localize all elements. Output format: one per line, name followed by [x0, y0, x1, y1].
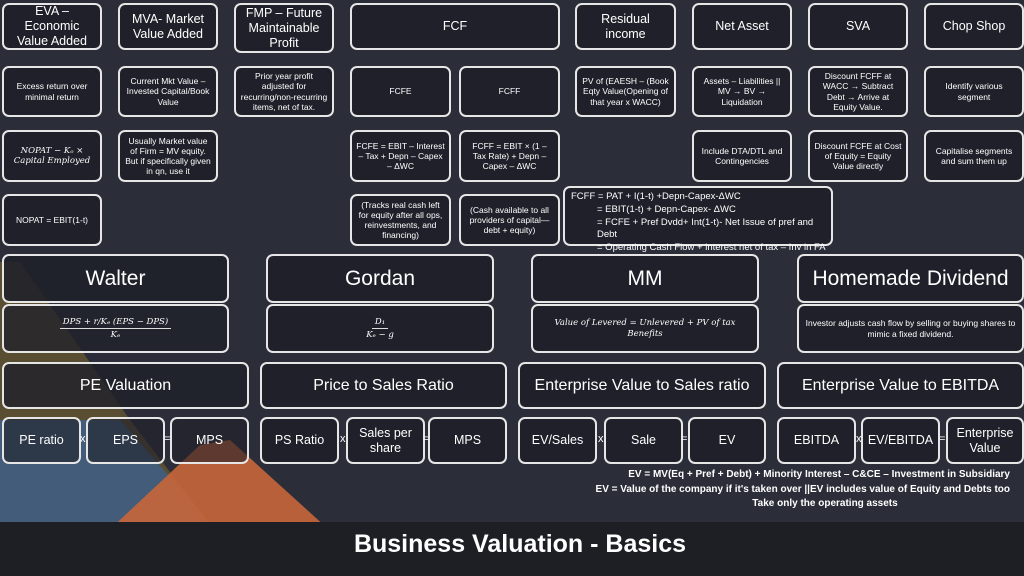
walter-formula: DPS + r/Kₑ (EPS − DPS) Kₑ	[2, 304, 229, 353]
gordan-title: Gordan	[266, 254, 494, 303]
fmp-description: Prior year profit adjusted for recurring…	[234, 66, 334, 117]
times-operator: x	[340, 433, 346, 445]
ev-note: EV = Value of the company if it's taken …	[595, 483, 1010, 495]
eps-term: EPS	[86, 417, 165, 464]
residual-income-description: PV of (EAESH – (Book Eqty Value(Opening …	[575, 66, 676, 117]
ev-sales-term: EV/Sales	[518, 417, 597, 464]
fcfe-label: FCFE	[350, 66, 451, 117]
equals-operator: =	[164, 433, 171, 445]
fcff-line: = Operating Cash Flow + interest net of …	[597, 242, 826, 254]
mva-note: Usually Market value of Firm = MV equity…	[118, 130, 218, 182]
ps-ratio-header: Price to Sales Ratio	[260, 362, 507, 409]
fcf-header: FCF	[350, 3, 560, 50]
mps-term: MPS	[428, 417, 507, 464]
chop-shop-description: Identify various segment	[924, 66, 1024, 117]
pe-valuation-header: PE Valuation	[2, 362, 249, 409]
ev-note: EV = MV(Eq + Pref + Debt) + Minority Int…	[628, 469, 1010, 480]
ev-ebitda-header: Enterprise Value to EBITDA	[777, 362, 1024, 409]
enterprise-value-term: Enterprise Value	[946, 417, 1024, 464]
chop-shop-header: Chop Shop	[924, 3, 1024, 50]
ev-notes: EV = MV(Eq + Pref + Debt) + Minority Int…	[520, 468, 1010, 512]
net-asset-note: Include DTA/DTL and Contingencies	[692, 130, 792, 182]
eva-formula: NOPAT − Kₒ × Capital Employed	[2, 130, 102, 182]
gordan-formula: D₁ Kₑ − g	[266, 304, 494, 353]
sva-description: Discount FCFF at WACC → Subtract Debt → …	[808, 66, 908, 117]
sva-header: SVA	[808, 3, 908, 50]
equals-operator: =	[681, 433, 688, 445]
fcff-label: FCFF	[459, 66, 560, 117]
mps-term: MPS	[170, 417, 249, 464]
walter-numerator: DPS + r/Kₑ (EPS − DPS)	[59, 317, 172, 329]
ps-ratio-term: PS Ratio	[260, 417, 339, 464]
ebitda-term: EBITDA	[777, 417, 856, 464]
fcff-formula: FCFF = EBIT × (1 – Tax Rate) + Depn – Ca…	[459, 130, 560, 182]
mm-formula: Value of Levered = Unlevered + PV of tax…	[531, 304, 759, 353]
title-band	[0, 522, 1024, 576]
eva-header: EVA – Economic Value Added	[2, 3, 102, 50]
sales-per-share-term: Sales per share	[346, 417, 425, 464]
equals-operator: =	[939, 433, 946, 445]
mva-description: Current Mkt Value – Invested Capital/Boo…	[118, 66, 218, 117]
ev-note: Take only the operating assets	[752, 498, 898, 509]
walter-denominator: Kₑ	[110, 330, 121, 340]
sva-note: Discount FCFE at Cost of Equity = Equity…	[808, 130, 908, 182]
ev-ebitda-term: EV/EBITDA	[861, 417, 940, 464]
homemade-dividend-description: Investor adjusts cash flow by selling or…	[797, 304, 1024, 353]
pe-ratio-term: PE ratio	[2, 417, 81, 464]
mm-title: MM	[531, 254, 759, 303]
fcfe-note: (Tracks real cash left for equity after …	[350, 194, 451, 246]
fmp-header: FMP – Future Maintainable Profit	[234, 3, 334, 53]
homemade-dividend-title: Homemade Dividend	[797, 254, 1024, 303]
times-operator: x	[80, 433, 86, 445]
fcfe-formula: FCFE = EBIT – Interest – Tax + Depn – Ca…	[350, 130, 451, 182]
fcff-line: FCFF = PAT + I(1-t) +Depn-Capex-ΔWC	[571, 191, 741, 202]
times-operator: x	[856, 433, 862, 445]
sale-term: Sale	[604, 417, 683, 464]
equals-operator: =	[423, 433, 430, 445]
page-title: Business Valuation - Basics	[353, 530, 687, 558]
fcff-line: = EBIT(1-t) + Depn-Capex- ΔWC	[597, 203, 736, 215]
walter-title: Walter	[2, 254, 229, 303]
gordan-numerator: D₁	[371, 317, 389, 329]
residual-income-header: Residual income	[575, 3, 676, 50]
fcff-note: (Cash available to all providers of capi…	[459, 194, 560, 246]
fcff-derivations: FCFF = PAT + I(1-t) +Depn-Capex-ΔWC = EB…	[563, 186, 833, 253]
nopat-formula: NOPAT = EBIT(1-t)	[2, 194, 102, 246]
net-asset-header: Net Asset	[692, 3, 792, 50]
fcff-line: = FCFE + Pref Dvdd+ Int(1-t)- Net Issue …	[597, 216, 814, 241]
net-asset-description: Assets – Liabilities || MV → BV → Liquid…	[692, 66, 792, 117]
times-operator: x	[598, 433, 604, 445]
gordan-denominator: Kₑ − g	[366, 330, 394, 340]
mva-header: MVA- Market Value Added	[118, 3, 218, 50]
chop-shop-note: Capitalise segments and sum them up	[924, 130, 1024, 182]
eva-description: Excess return over minimal return	[2, 66, 102, 117]
ev-term: EV	[688, 417, 766, 464]
ev-sales-header: Enterprise Value to Sales ratio	[518, 362, 766, 409]
